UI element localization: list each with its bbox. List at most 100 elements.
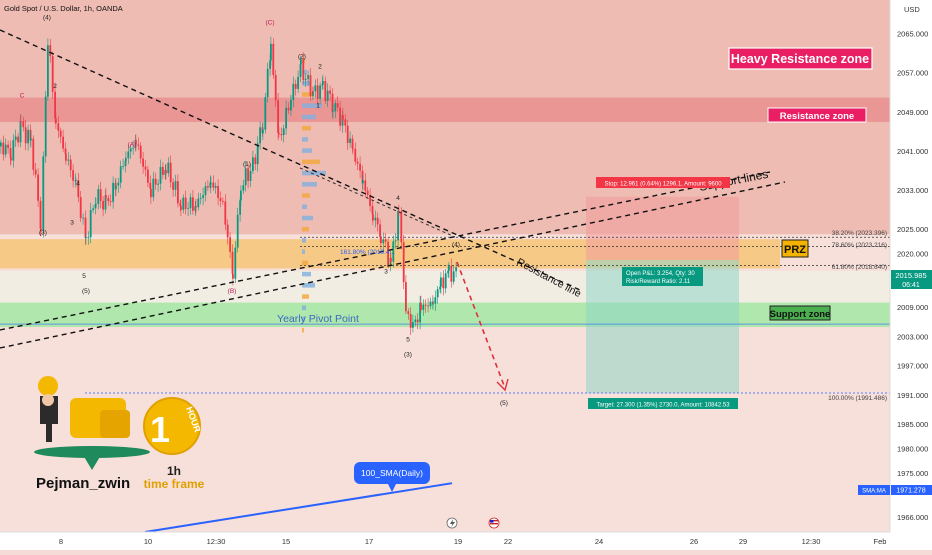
price-tick-12: 1980.000 bbox=[897, 445, 928, 454]
candle-body-70 bbox=[142, 158, 144, 167]
candle-body-124 bbox=[259, 127, 261, 144]
candle-body-211 bbox=[434, 297, 437, 304]
open-pl-label: Open P&L: 3.254, Qty: 30 Risk/Reward Rat… bbox=[622, 267, 703, 286]
candle-body-112 bbox=[232, 273, 234, 279]
time-tick-9: 29 bbox=[739, 537, 747, 546]
volume-bar-24 bbox=[302, 327, 304, 333]
price-ticks: 2065.000 2057.000 2049.000 2041.000 2033.000… bbox=[897, 30, 928, 522]
price-tick-9: 1997.000 bbox=[897, 362, 928, 371]
candle-body-217 bbox=[447, 270, 449, 274]
candle-body-156 bbox=[322, 81, 324, 84]
candle-body-38 bbox=[77, 179, 80, 198]
candle-body-161 bbox=[332, 111, 334, 113]
svg-text:1: 1 bbox=[150, 409, 170, 450]
candle-body-131 bbox=[272, 43, 275, 75]
candle-body-213 bbox=[439, 286, 441, 290]
candle-body-20 bbox=[40, 228, 42, 231]
currency-label[interactable]: USD bbox=[904, 5, 920, 14]
candle-body-194 bbox=[398, 210, 400, 212]
candle-body-107 bbox=[222, 200, 224, 202]
wave-label-5: 3 bbox=[70, 220, 74, 227]
candle-body-63 bbox=[127, 151, 130, 159]
candle-body-5 bbox=[10, 157, 12, 161]
candle-body-177 bbox=[364, 180, 367, 191]
wave-label-1: 2 bbox=[53, 83, 57, 90]
fib-label-100: 100.00% (1991.486) bbox=[828, 395, 887, 402]
candle-body-164 bbox=[339, 107, 341, 126]
candle-body-85 bbox=[174, 181, 177, 190]
sma-line bbox=[144, 482, 453, 533]
wave-label-18: (3) bbox=[404, 351, 412, 358]
candle-body-143 bbox=[297, 76, 299, 89]
price-tick-14: 1966.000 bbox=[897, 513, 928, 522]
candle-body-19 bbox=[39, 200, 42, 229]
candlesticks bbox=[0, 36, 457, 336]
candle-body-207 bbox=[427, 305, 429, 307]
candle-body-188 bbox=[387, 241, 389, 265]
candle-body-113 bbox=[234, 247, 237, 279]
event-icon-us-flag[interactable] bbox=[488, 517, 500, 529]
time-axis[interactable] bbox=[0, 532, 932, 550]
candle-body-18 bbox=[37, 174, 39, 201]
candle-body-86 bbox=[177, 181, 179, 204]
candle-body-59 bbox=[119, 166, 122, 183]
candle-body-21 bbox=[42, 156, 45, 231]
candle-body-39 bbox=[79, 197, 82, 218]
author-name: Pejman_zwin bbox=[36, 475, 130, 492]
candle-body-90 bbox=[184, 197, 187, 209]
svg-text:PRZ: PRZ bbox=[784, 244, 806, 256]
candle-body-178 bbox=[366, 190, 369, 195]
svg-text:100_SMA(Daily): 100_SMA(Daily) bbox=[361, 468, 423, 478]
candle-body-206 bbox=[424, 304, 427, 306]
candle-body-218 bbox=[448, 265, 450, 271]
wave-label-12: 1 bbox=[316, 102, 320, 109]
candle-body-216 bbox=[444, 273, 447, 289]
wave-labels: (4) 2 C (A) 4 3 (3) 5 (5) (C) (2) 2 1 (1) (B) 4 3 5 (3) (4)… bbox=[20, 15, 508, 408]
candle-body-42 bbox=[85, 237, 87, 239]
candle-body-24 bbox=[49, 45, 52, 57]
candle-body-41 bbox=[84, 217, 87, 238]
candle-body-109 bbox=[226, 224, 229, 238]
volume-bar-5 bbox=[302, 114, 316, 120]
candle-body-54 bbox=[109, 201, 112, 202]
candle-body-100 bbox=[207, 186, 209, 188]
volume-bar-21 bbox=[302, 294, 309, 299]
resistance-trendline[interactable] bbox=[0, 29, 581, 291]
candle-body-69 bbox=[139, 145, 142, 159]
price-tick-10: 1991.000 bbox=[897, 391, 928, 400]
volume-bar-10 bbox=[302, 170, 326, 176]
volume-bar-18 bbox=[302, 260, 308, 266]
candle-body-50 bbox=[102, 200, 104, 210]
candle-body-55 bbox=[112, 182, 114, 202]
candle-body-93 bbox=[192, 197, 194, 211]
candle-body-210 bbox=[432, 303, 434, 305]
time-tick-5: 19 bbox=[454, 537, 462, 546]
timeframe-label-1: 1h bbox=[167, 464, 181, 478]
timeframe-label-2: time frame bbox=[144, 477, 205, 491]
svg-text:Risk/Reward Ratio: 2.11: Risk/Reward Ratio: 2.11 bbox=[626, 279, 691, 285]
time-tick-1: 10 bbox=[144, 537, 152, 546]
candle-body-83 bbox=[169, 162, 172, 183]
candle-body-47 bbox=[95, 203, 97, 205]
candle-body-195 bbox=[400, 211, 403, 243]
event-icon-flash[interactable] bbox=[446, 517, 458, 529]
svg-text:06:41: 06:41 bbox=[902, 282, 920, 289]
candle-body-76 bbox=[154, 178, 157, 185]
candle-body-165 bbox=[341, 115, 344, 126]
support-trendline-lower[interactable] bbox=[0, 181, 786, 349]
price-tick-1: 2057.000 bbox=[897, 69, 928, 78]
candle-body-4 bbox=[9, 147, 12, 158]
volume-bar-9 bbox=[302, 159, 320, 165]
svg-text:Open P&L: 3.254, Qty: 30: Open P&L: 3.254, Qty: 30 bbox=[626, 271, 695, 277]
volume-bar-13 bbox=[302, 204, 307, 210]
candle-body-46 bbox=[94, 203, 97, 209]
candle-body-110 bbox=[229, 237, 231, 252]
svg-text:Heavy Resistance zone: Heavy Resistance zone bbox=[731, 52, 869, 66]
stop-loss-box[interactable] bbox=[586, 196, 739, 260]
candle-body-6 bbox=[12, 140, 15, 161]
symbol-title[interactable]: Gold Spot / U.S. Dollar, 1h, OANDA bbox=[4, 4, 123, 13]
candle-body-174 bbox=[359, 163, 361, 171]
candle-body-43 bbox=[87, 237, 90, 238]
